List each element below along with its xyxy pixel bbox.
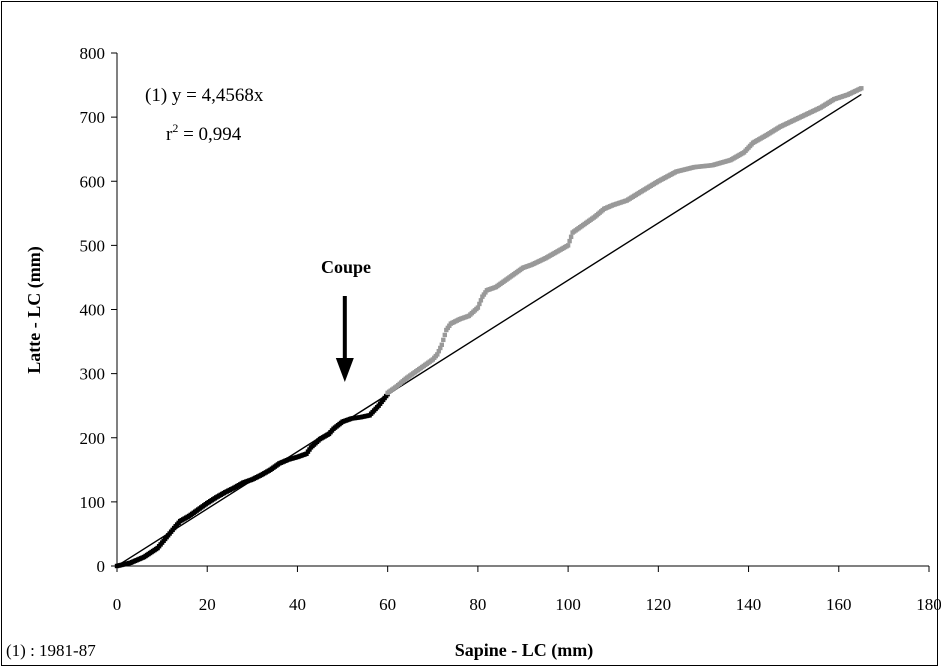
x-tick-label: 180 <box>916 595 941 614</box>
x-tick-label: 20 <box>199 595 216 614</box>
y-tick-label: 500 <box>80 236 106 255</box>
data-point <box>442 332 448 338</box>
data-point <box>438 345 443 351</box>
tick-labels: 0 100 200 300 400 500 600 700 800 0 20 40 60 80 100 120… <box>80 44 941 614</box>
data-point <box>565 243 571 248</box>
data-point <box>441 337 446 343</box>
y-tick-label: 300 <box>80 365 106 384</box>
data-point <box>568 234 574 240</box>
x-tick-label: 100 <box>555 595 581 614</box>
y-axis-title: Latte - LC (mm) <box>24 246 45 373</box>
x-axis-title: Sapine - LC (mm) <box>455 640 594 661</box>
footnote: (1) : 1981-87 <box>6 641 96 660</box>
data-point <box>567 238 572 244</box>
x-tick-label: 120 <box>646 595 672 614</box>
y-tick-label: 0 <box>97 557 106 576</box>
x-tick-label: 160 <box>826 595 852 614</box>
equation-label: (1) y = 4,4568x <box>145 85 264 106</box>
coupe-label: Coupe <box>321 257 371 277</box>
y-tick-label: 800 <box>80 44 106 63</box>
y-tick-label: 100 <box>80 493 106 512</box>
data-point <box>478 298 484 303</box>
x-tick-label: 60 <box>379 595 396 614</box>
data-series <box>114 86 864 569</box>
x-tick-label: 0 <box>113 595 122 614</box>
x-tick-label: 140 <box>736 595 762 614</box>
series-2 <box>385 86 864 396</box>
x-tick-label: 80 <box>469 595 486 614</box>
coupe-arrow <box>335 296 354 382</box>
trendline <box>116 93 862 567</box>
data-point <box>435 352 440 357</box>
arrow-head <box>335 358 354 382</box>
r2-label: r2 = 0,994 <box>166 121 242 145</box>
x-tick-label: 40 <box>289 595 306 614</box>
y-tick-label: 700 <box>80 108 106 127</box>
data-point <box>859 86 864 91</box>
trendline-line <box>116 93 862 567</box>
data-point <box>477 301 482 307</box>
y-tick-label: 400 <box>80 301 106 320</box>
data-point <box>475 305 481 310</box>
data-point <box>436 348 441 354</box>
data-point <box>439 342 444 347</box>
series-1 <box>114 391 390 569</box>
y-tick-label: 200 <box>80 429 106 448</box>
y-tick-label: 600 <box>80 172 106 191</box>
